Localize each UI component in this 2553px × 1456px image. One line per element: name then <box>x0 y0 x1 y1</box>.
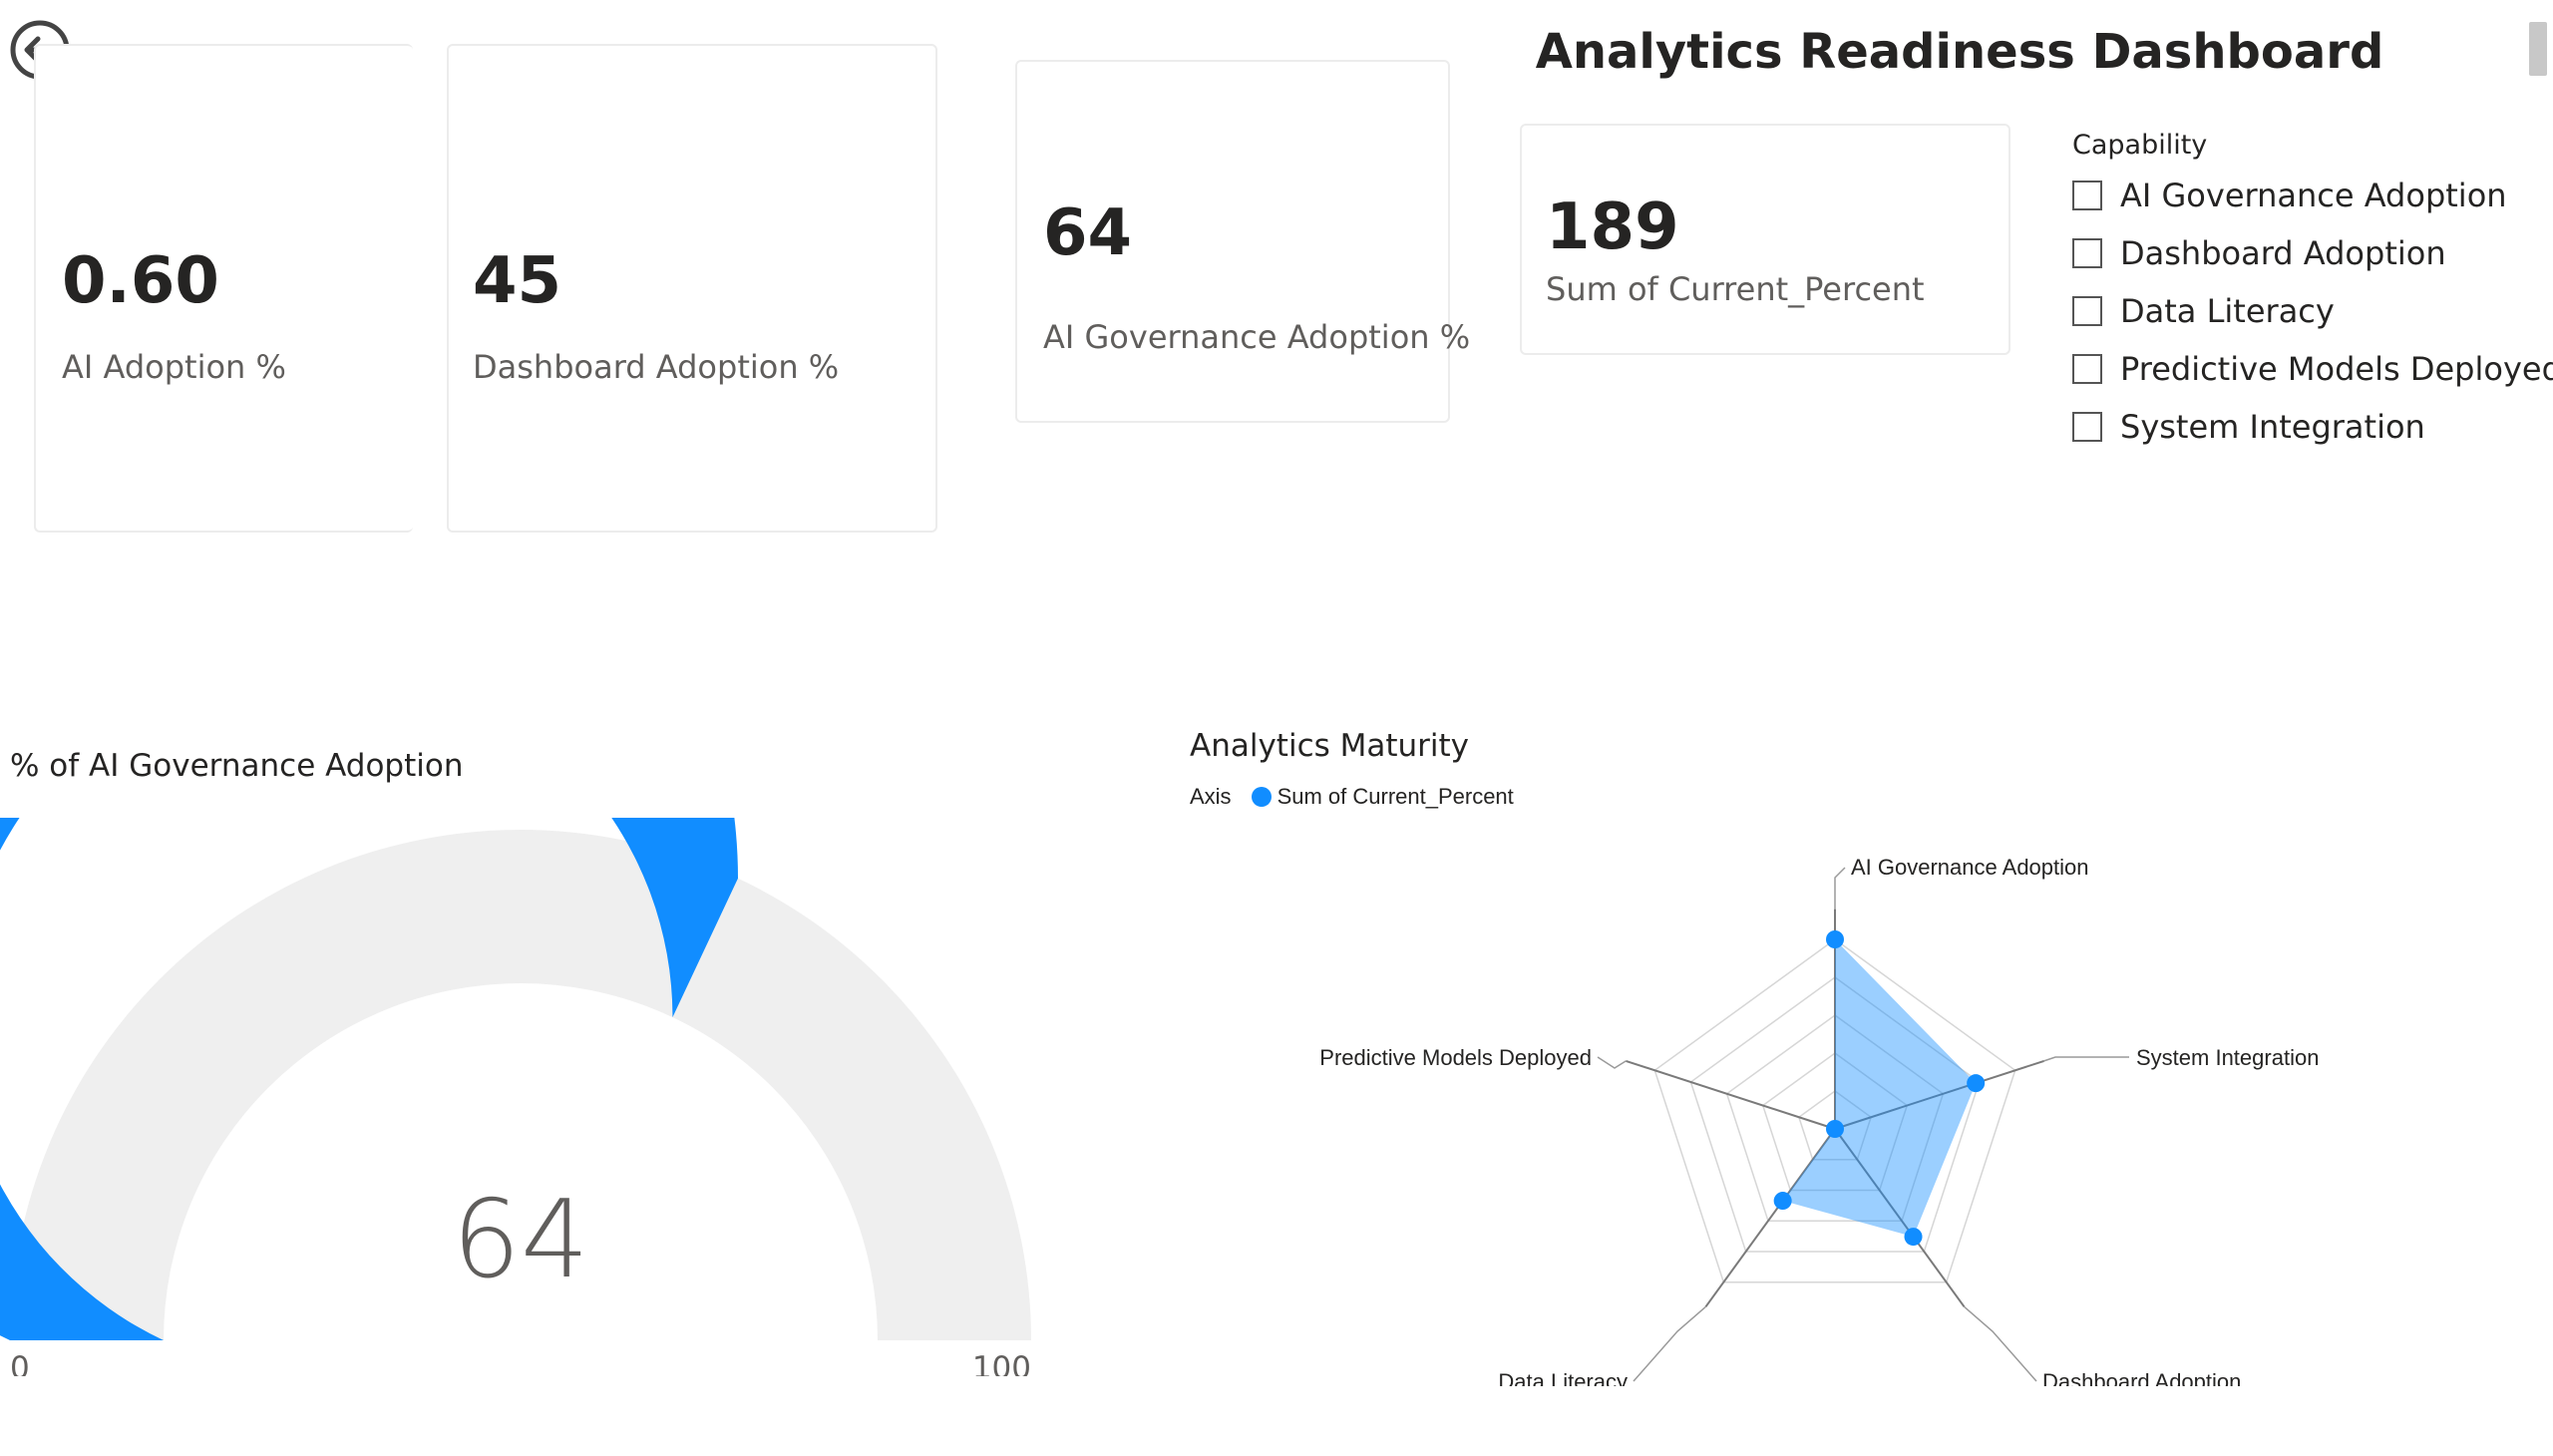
slicer-item-data-literacy[interactable]: Data Literacy <box>2072 289 2335 333</box>
slicer-item-label: Data Literacy <box>2120 292 2335 330</box>
kpi-label: Sum of Current_Percent <box>1546 270 1925 308</box>
radar-label-leader <box>1597 1056 1627 1069</box>
checkbox[interactable] <box>2072 296 2102 326</box>
radar-label-leader <box>1834 867 1846 910</box>
slicer-item-label: System Integration <box>2120 408 2425 446</box>
kpi-label: Dashboard Adoption % <box>473 348 840 386</box>
kpi-card-sum-current-percent: 189 Sum of Current_Percent <box>1520 124 2010 355</box>
radar-chart-title: Analytics Maturity <box>1190 728 1470 764</box>
radar-grid-ring <box>1689 976 1981 1253</box>
gauge-chart: 64 0 100 <box>0 818 1031 1376</box>
radar-axis-label: System Integration <box>2136 1045 2319 1070</box>
checkbox[interactable] <box>2072 238 2102 268</box>
radar-data-point <box>1904 1228 1923 1247</box>
kpi-card-dashboard-adoption: 45 Dashboard Adoption % <box>447 44 937 533</box>
radar-label-leader <box>2043 1056 2129 1062</box>
page-title: Analytics Readiness Dashboard <box>1535 24 2384 80</box>
radar-chart: AI Governance Adoption System Integration… <box>1319 855 2319 1386</box>
scrollbar-thumb[interactable] <box>2529 22 2547 76</box>
radar-axis-label: Predictive Models Deployed <box>1319 1045 1592 1070</box>
radar-grid-ring <box>1797 1090 1873 1161</box>
kpi-value: 64 <box>1043 196 1133 270</box>
slicer-item-label: Predictive Models Deployed <box>2120 350 2553 388</box>
legend-marker <box>1251 787 1272 807</box>
gauge-title: % of AI Governance Adoption <box>10 748 464 784</box>
radar-data-point <box>1826 1120 1844 1138</box>
radar-series-area <box>1782 939 1977 1238</box>
slicer-item-label: Dashboard Adoption <box>2120 234 2446 272</box>
radar-label-leader <box>1964 1305 2037 1382</box>
radar-grid-ring <box>1653 938 2016 1283</box>
gauge-min-label: 0 <box>10 1350 30 1376</box>
kpi-value: 45 <box>473 244 562 318</box>
radar-axis-line <box>1626 1059 1836 1130</box>
radar-axis-label: Dashboard Adoption <box>2042 1369 2241 1386</box>
kpi-value: 0.60 <box>62 244 219 318</box>
radar-data-point <box>1826 930 1844 948</box>
gauge-fill <box>0 818 738 1340</box>
kpi-label: AI Governance Adoption % <box>1043 318 1471 356</box>
radar-label-leader <box>1633 1305 1706 1382</box>
checkbox[interactable] <box>2072 354 2102 384</box>
slicer-item-ai-governance-adoption[interactable]: AI Governance Adoption <box>2072 174 2507 217</box>
slicer-title: Capability <box>2072 130 2208 161</box>
kpi-card-ai-governance-adoption: 64 AI Governance Adoption % <box>1015 60 1470 423</box>
radar-axis-line <box>1834 1128 1966 1307</box>
radar-axis-line <box>1834 1059 2044 1130</box>
slicer-item-dashboard-adoption[interactable]: Dashboard Adoption <box>2072 231 2446 275</box>
kpi-value: 189 <box>1546 190 1679 264</box>
radar-grid-ring <box>1761 1052 1909 1192</box>
radar-axis-label: Data Literacy <box>1498 1369 1628 1386</box>
radar-axis-label: AI Governance Adoption <box>1851 855 2089 880</box>
gauge-max-label: 100 <box>972 1350 1031 1376</box>
legend-title: Axis <box>1190 784 1232 809</box>
slicer-item-label: AI Governance Adoption <box>2120 177 2507 214</box>
gauge-value: 64 <box>452 1178 588 1302</box>
checkbox[interactable] <box>2072 412 2102 442</box>
radar-data-point <box>1773 1192 1792 1211</box>
slicer-item-system-integration[interactable]: System Integration <box>2072 405 2425 449</box>
kpi-card-ai-adoption: 0.60 AI Adoption % <box>34 44 413 533</box>
radar-grid-ring <box>1725 1014 1945 1222</box>
radar-legend: Axis Sum of Current_Percent <box>1190 784 1514 810</box>
kpi-label: AI Adoption % <box>62 348 286 386</box>
legend-item[interactable]: Sum of Current_Percent <box>1276 784 1514 809</box>
radar-axis-line <box>1704 1128 1836 1307</box>
slicer-item-predictive-models-deployed[interactable]: Predictive Models Deployed <box>2072 347 2553 391</box>
gauge-track <box>10 830 1031 1340</box>
radar-data-point <box>1967 1074 1986 1093</box>
checkbox[interactable] <box>2072 181 2102 210</box>
